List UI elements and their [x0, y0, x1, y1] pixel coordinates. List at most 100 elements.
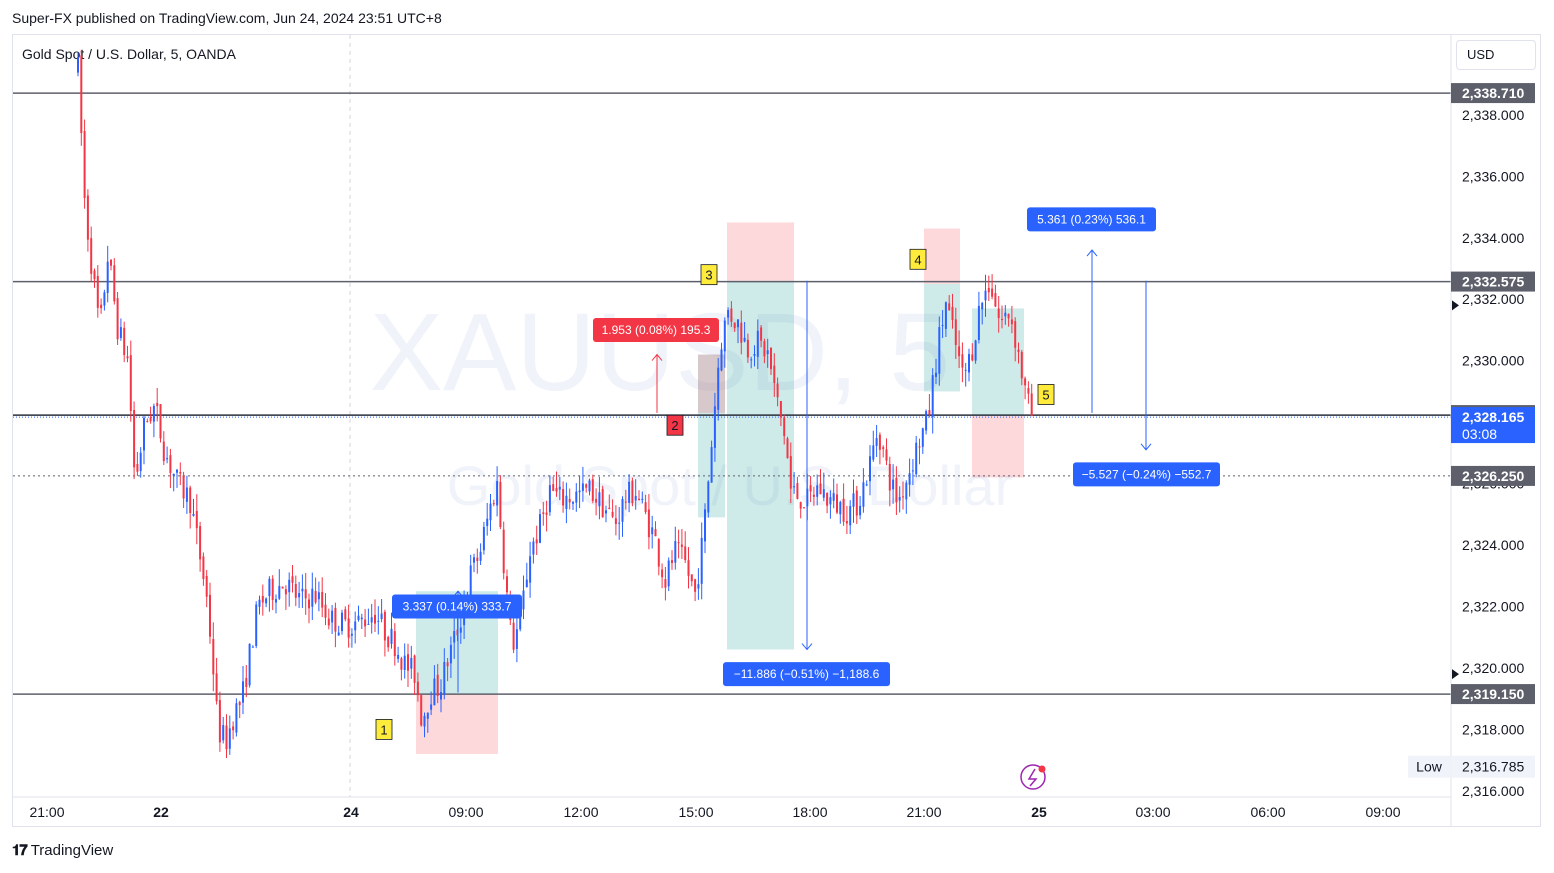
chart-frame — [12, 34, 1541, 827]
candle-body-212 — [776, 383, 779, 398]
y-tick-label-6: 2,324.000 — [1462, 537, 1524, 553]
candle-body-42 — [215, 673, 218, 702]
candle-body-233 — [845, 521, 848, 524]
measure-label-4: −5.527 (−0.24%) −552.7 — [1082, 467, 1212, 481]
candle-body-110 — [440, 692, 442, 700]
candle-body-242 — [875, 438, 878, 446]
candle-body-264 — [948, 303, 951, 311]
candle-body-169 — [634, 495, 637, 501]
candle-body-228 — [829, 497, 832, 505]
candle-body-154 — [585, 484, 588, 488]
candle-body-181 — [674, 541, 677, 563]
candle-body-220 — [803, 507, 805, 509]
candle-body-34 — [189, 487, 192, 514]
price-label-bg-3 — [1451, 407, 1535, 444]
candle-body-45 — [225, 725, 228, 750]
watermark-ticker: XAUUSD, 5 — [370, 291, 951, 414]
measure-arrowhead-3 — [1086, 249, 1098, 257]
candle-body-135 — [522, 590, 525, 610]
candle-body-51 — [245, 677, 248, 688]
candle-body-37 — [199, 526, 202, 560]
candle-body-29 — [172, 473, 175, 476]
candle-body-202 — [743, 337, 746, 342]
candle-body-173 — [647, 509, 650, 538]
candle-body-129 — [502, 529, 505, 574]
lightning-dot — [1038, 765, 1046, 773]
measure-label-0: 3.337 (0.14%) 333.7 — [403, 600, 512, 614]
candle-body-270 — [968, 354, 970, 373]
candle-body-52 — [248, 643, 251, 686]
candle-body-105 — [423, 715, 426, 727]
x-tick-label-9: 03:00 — [1135, 804, 1170, 820]
candle-body-265 — [951, 306, 954, 321]
candle-body-289 — [1030, 393, 1033, 417]
candle-body-185 — [687, 560, 690, 576]
candle-body-86 — [360, 617, 363, 620]
measure-label-bg-3 — [1027, 207, 1156, 232]
candle-body-218 — [796, 483, 799, 499]
low-tag-bg — [1408, 755, 1450, 778]
measure-label-bg-1 — [593, 317, 719, 342]
candle-body-157 — [595, 498, 598, 503]
candle-body-127 — [496, 481, 499, 506]
marker-box-4 — [909, 248, 927, 270]
x-tick-label-0: 21:00 — [29, 804, 64, 820]
candle-body-171 — [641, 498, 644, 500]
candle-body-158 — [598, 492, 601, 507]
candle-body-17 — [133, 409, 136, 468]
tradingview-logo[interactable]: 𝟏𝟕 TradingView — [12, 842, 113, 859]
candle-body-76 — [327, 618, 330, 626]
candle-body-79 — [337, 632, 340, 636]
candle-body-229 — [832, 493, 835, 501]
candle-body-15 — [126, 356, 129, 359]
candle-body-267 — [958, 346, 961, 357]
candle-body-128 — [499, 481, 502, 527]
candle-body-23 — [152, 405, 155, 422]
candle-body-25 — [159, 404, 162, 439]
candle-body-194 — [717, 367, 720, 410]
candle-body-187 — [694, 579, 697, 592]
candle-body-14 — [123, 327, 126, 356]
candle-body-263 — [944, 302, 947, 329]
x-tick-label-10: 06:00 — [1250, 804, 1285, 820]
candle-body-66 — [294, 583, 297, 598]
candle-body-227 — [826, 492, 829, 506]
candle-body-278 — [994, 293, 997, 307]
marker-box-2 — [666, 414, 684, 436]
candle-body-5 — [93, 270, 96, 280]
candle-body-160 — [605, 510, 607, 514]
candle-body-80 — [341, 612, 343, 632]
candle-body-28 — [169, 455, 172, 473]
candle-body-83 — [350, 633, 353, 636]
price-label-bg-1 — [1451, 271, 1535, 292]
candle-body-224 — [816, 485, 819, 497]
y-tick-label-7: 2,322.000 — [1462, 599, 1524, 615]
candle-body-57 — [265, 598, 268, 604]
candle-body-96 — [393, 631, 396, 657]
price-label-bg-4 — [1451, 465, 1535, 486]
candle-body-94 — [387, 636, 390, 648]
y-tick-label-0: 2,338.000 — [1462, 107, 1524, 123]
candle-body-211 — [773, 365, 776, 383]
candle-body-255 — [918, 446, 921, 448]
candle-body-281 — [1004, 312, 1007, 317]
candle-body-44 — [222, 725, 225, 741]
candle-body-184 — [684, 546, 687, 561]
tradingview-logo-icon: 𝟏𝟕 — [12, 842, 28, 859]
candle-body-145 — [555, 488, 558, 492]
candle-body-261 — [938, 327, 941, 374]
candle-body-75 — [324, 604, 327, 618]
currency-button[interactable]: USD — [1456, 40, 1536, 70]
price-label-bg-0 — [1451, 83, 1535, 104]
candle-body-260 — [935, 372, 937, 377]
candle-body-286 — [1020, 352, 1023, 379]
candle-body-214 — [783, 417, 786, 437]
symbol-title[interactable]: Gold Spot / U.S. Dollar, 5, OANDA — [22, 46, 236, 62]
candle-body-155 — [588, 480, 591, 492]
candle-body-101 — [410, 657, 413, 669]
candle-body-0 — [77, 57, 79, 73]
candle-body-70 — [308, 599, 310, 609]
candle-body-207 — [760, 327, 763, 341]
y-tick-label-8: 2,320.000 — [1462, 660, 1524, 676]
